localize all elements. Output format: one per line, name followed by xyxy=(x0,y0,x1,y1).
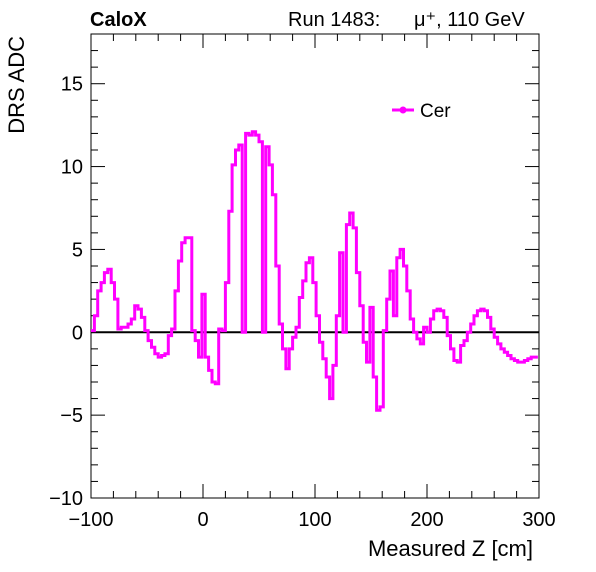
axis-ticks xyxy=(90,33,540,499)
y-tick-label: 5 xyxy=(72,239,83,261)
y-tick-label: 15 xyxy=(61,74,83,96)
series-line-cer xyxy=(91,130,538,412)
y-tick-label: −5 xyxy=(60,405,83,427)
x-axis-label: Measured Z [cm] xyxy=(368,536,533,561)
x-tick-label: −100 xyxy=(68,509,113,531)
x-tick-label: 300 xyxy=(522,509,555,531)
legend-label-cer: Cer xyxy=(420,101,451,122)
y-tick-label: 0 xyxy=(72,322,83,344)
x-tick-label: 200 xyxy=(410,509,443,531)
particle-label: μ⁺, 110 GeV xyxy=(414,9,525,31)
y-axis-label: DRS ADC xyxy=(4,36,29,134)
y-tick-label: 10 xyxy=(61,157,83,179)
y-tick-label: −10 xyxy=(49,488,83,510)
legend-marker-cer xyxy=(399,106,407,114)
x-tick-label: 0 xyxy=(197,509,208,531)
axis-tick-labels: −100 0 100 200 300 −10 −5 0 5 10 15 xyxy=(49,74,556,531)
x-tick-label: 100 xyxy=(298,509,331,531)
run-label: Run 1483: xyxy=(288,9,380,31)
plot-frame xyxy=(90,33,540,499)
experiment-label: CaloX xyxy=(90,9,147,31)
legend: Cer xyxy=(392,101,451,122)
